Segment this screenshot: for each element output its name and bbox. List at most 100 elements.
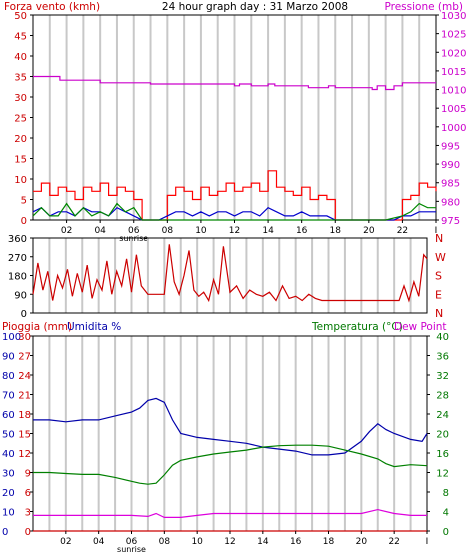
temperature-tick-label: 8 bbox=[443, 488, 449, 499]
compass-letter: E bbox=[435, 288, 442, 301]
climate-line-2 bbox=[33, 508, 427, 519]
compass-letter: N bbox=[435, 232, 443, 245]
rain-tick-label: 0 bbox=[25, 527, 31, 538]
wind-tick-label: 0 bbox=[21, 216, 27, 227]
temperature-tick-label: 0 bbox=[443, 527, 449, 538]
x-tick-label: 08 bbox=[162, 226, 174, 236]
temperature-tick-label: 36 bbox=[436, 352, 449, 363]
x-tick-label: 22 bbox=[397, 226, 408, 236]
pressure-tick-label: 995 bbox=[441, 141, 460, 152]
direction-tick-label: 360 bbox=[8, 234, 27, 245]
rain-tick-label: 21 bbox=[18, 391, 31, 402]
pressure-axis-label: Pressione (mb) bbox=[384, 1, 463, 13]
x-tick-label: 16 bbox=[290, 537, 302, 547]
x-tick-label: 08 bbox=[159, 537, 171, 547]
rain-tick-label: 24 bbox=[18, 371, 31, 382]
wind-tick-label: 15 bbox=[14, 155, 27, 166]
series-line-3 bbox=[32, 202, 436, 221]
x-tick-label: 06 bbox=[126, 537, 138, 547]
temperature-tick-label: 12 bbox=[436, 469, 449, 480]
x-tick-label: 04 bbox=[94, 226, 106, 236]
temperature-axis-label: Temperatura (°C) bbox=[311, 321, 403, 333]
compass-letter: N bbox=[435, 307, 443, 320]
rain-tick-label: 3 bbox=[25, 508, 31, 519]
rain-tick-label: 27 bbox=[18, 352, 31, 363]
wind-tick-label: 25 bbox=[14, 114, 27, 125]
direction-tick-label: 0 bbox=[21, 309, 27, 320]
x-tick-label: 18 bbox=[330, 226, 342, 236]
wind-pressure-panel: 0510152025303540455097598098599099510001… bbox=[14, 11, 466, 243]
x-tick-label: 12 bbox=[224, 537, 235, 547]
dew-point-axis-label: Dew Point bbox=[394, 321, 447, 333]
x-tick-label: 10 bbox=[191, 537, 203, 547]
rain-axis-label: Pioggia (mm) bbox=[2, 321, 72, 333]
wind-tick-label: 50 bbox=[14, 11, 27, 22]
compass-letter: W bbox=[435, 251, 446, 264]
x-tick-label: 20 bbox=[363, 226, 375, 236]
temperature-tick-label: 4 bbox=[443, 508, 449, 519]
pressure-tick-label: 1030 bbox=[441, 11, 466, 22]
humidity-tick-label: 80 bbox=[2, 371, 15, 382]
humidity-tick-label: 20 bbox=[2, 488, 15, 499]
pressure-tick-label: 985 bbox=[441, 179, 460, 190]
wind-axis-label: Forza vento (kmh) bbox=[4, 1, 100, 13]
x-tick-label: 14 bbox=[262, 226, 274, 236]
climate-line-1 bbox=[33, 444, 428, 485]
rain-tick-label: 12 bbox=[18, 449, 31, 460]
x-tick-label: 14 bbox=[257, 537, 269, 547]
humidity-tick-label: 60 bbox=[2, 410, 15, 421]
temperature-tick-label: 32 bbox=[436, 371, 449, 382]
pressure-tick-label: 980 bbox=[441, 197, 460, 208]
wind-tick-label: 45 bbox=[14, 32, 27, 43]
x-tick-label: 06 bbox=[128, 226, 140, 236]
wind-tick-label: 40 bbox=[14, 52, 27, 63]
wind-tick-label: 35 bbox=[14, 73, 27, 84]
x-tick-label: 12 bbox=[229, 226, 240, 236]
wind-tick-label: 5 bbox=[21, 196, 27, 207]
humidity-tick-label: 100 bbox=[2, 332, 21, 343]
temperature-tick-label: 40 bbox=[436, 332, 449, 343]
x-tick-label: 16 bbox=[296, 226, 308, 236]
temperature-tick-label: 16 bbox=[436, 449, 449, 460]
pressure-tick-label: 1005 bbox=[441, 104, 466, 115]
direction-tick-label: 270 bbox=[8, 253, 27, 264]
series-line-0 bbox=[33, 75, 436, 91]
direction-line-0 bbox=[32, 244, 428, 303]
humidity-tick-label: 70 bbox=[2, 391, 15, 402]
direction-tick-label: 90 bbox=[14, 290, 27, 301]
humidity-tick-label: 30 bbox=[2, 469, 15, 480]
x-tick-label: I bbox=[426, 537, 429, 547]
pressure-tick-label: 990 bbox=[441, 160, 460, 171]
x-tick-label: 04 bbox=[93, 537, 105, 547]
x-tick-label: 10 bbox=[195, 226, 207, 236]
compass-letter: S bbox=[435, 270, 442, 283]
wind-tick-label: 30 bbox=[14, 93, 27, 104]
climate-line-0 bbox=[33, 397, 428, 456]
pressure-tick-label: 1025 bbox=[441, 30, 466, 41]
x-tick-label: 02 bbox=[60, 537, 71, 547]
pressure-tick-label: 975 bbox=[441, 216, 460, 227]
temperature-tick-label: 20 bbox=[436, 430, 449, 441]
x-tick-label: 02 bbox=[61, 226, 72, 236]
humidity-tick-label: 10 bbox=[2, 508, 15, 519]
pressure-tick-label: 1020 bbox=[441, 48, 466, 59]
wind-tick-label: 10 bbox=[14, 175, 27, 186]
pressure-tick-label: 1000 bbox=[441, 123, 466, 134]
wind-tick-label: 20 bbox=[14, 134, 27, 145]
x-tick-label: I bbox=[435, 226, 438, 236]
rain-tick-label: 30 bbox=[18, 332, 31, 343]
humidity-tick-label: 90 bbox=[2, 352, 15, 363]
rain-tick-label: 18 bbox=[18, 410, 31, 421]
pressure-tick-label: 1015 bbox=[441, 67, 466, 78]
pressure-tick-label: 1010 bbox=[441, 86, 466, 97]
x-tick-label: 22 bbox=[388, 537, 399, 547]
humidity-tick-label: 40 bbox=[2, 449, 15, 460]
chart-title: 24 hour graph day : 31 Marzo 2008 bbox=[162, 1, 348, 13]
rain-tick-label: 15 bbox=[18, 430, 31, 441]
rain-tick-label: 6 bbox=[25, 488, 31, 499]
temperature-tick-label: 24 bbox=[436, 410, 449, 421]
sunrise-label: sunrise bbox=[117, 545, 146, 554]
